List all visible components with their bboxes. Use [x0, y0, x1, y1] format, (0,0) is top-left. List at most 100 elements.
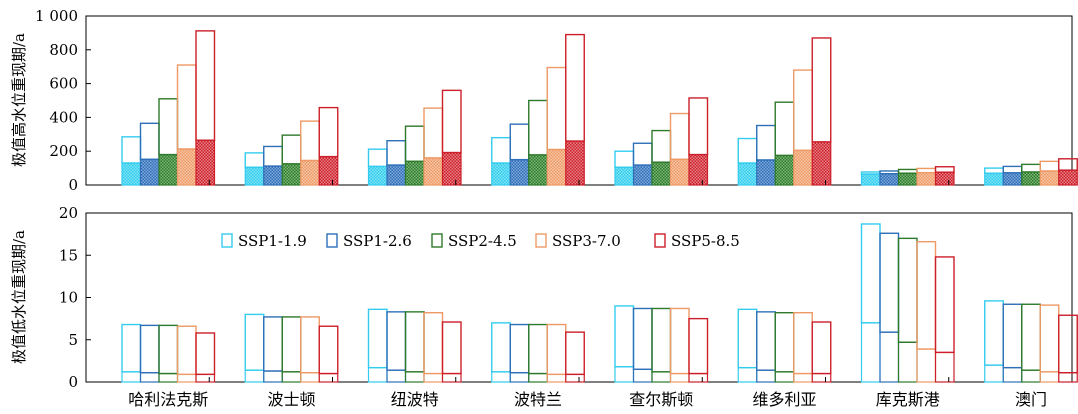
bar-upper-1-3 — [509, 323, 530, 374]
bar-lower-2-6 — [897, 341, 918, 383]
bar-lower-0-3 — [491, 371, 511, 383]
bars-top — [121, 30, 1078, 186]
bar-upper-4-0 — [195, 30, 216, 141]
y-ticks-bottom: 0 5 10 15 20 — [59, 204, 91, 391]
bar-upper-3-6 — [916, 167, 937, 174]
bar-lower-4-6 — [934, 351, 955, 383]
bar-lower-2-7 — [1021, 369, 1041, 383]
bar-lower-1-1 — [263, 370, 283, 383]
bar-lower-0-7 — [984, 364, 1004, 383]
bar-lower-0-2 — [367, 367, 388, 383]
bar-upper-3-3 — [546, 323, 567, 376]
bar-upper-4-2 — [441, 89, 462, 154]
y-tick-label: 400 — [49, 108, 78, 126]
bar-upper-2-2 — [404, 125, 425, 163]
category-label: 库克斯港 — [876, 390, 940, 409]
bar-upper-2-0 — [158, 98, 179, 156]
bar-lower-4-7 — [1058, 169, 1078, 186]
legend-swatch-4 — [654, 233, 666, 248]
bar-upper-2-0 — [158, 324, 179, 375]
bar-upper-0-7 — [984, 300, 1004, 366]
bar-lower-1-6 — [879, 331, 900, 383]
bar-lower-1-4 — [632, 368, 653, 383]
y-tick-label: 1 000 — [35, 7, 78, 25]
bar-lower-4-0 — [195, 139, 216, 186]
bar-upper-1-1 — [263, 145, 283, 167]
bar-lower-1-2 — [386, 164, 407, 186]
category-label: 澳门 — [1015, 390, 1047, 409]
bar-lower-4-2 — [441, 151, 462, 186]
bar-lower-3-0 — [176, 373, 197, 383]
bar-upper-3-0 — [176, 64, 197, 150]
bar-upper-0-1 — [244, 313, 265, 371]
bar-lower-3-3 — [546, 373, 567, 383]
bar-upper-2-4 — [651, 307, 672, 373]
bar-upper-4-5 — [811, 321, 832, 375]
bar-upper-1-5 — [756, 311, 776, 371]
bar-upper-3-2 — [423, 107, 444, 159]
bar-upper-2-5 — [774, 312, 795, 373]
bar-lower-2-5 — [774, 154, 795, 186]
legend-swatch-0 — [221, 233, 233, 248]
bar-lower-1-0 — [139, 372, 160, 383]
bar-upper-4-4 — [688, 317, 709, 375]
bar-upper-0-2 — [367, 308, 388, 369]
bar-upper-3-5 — [793, 69, 813, 152]
bar-lower-3-3 — [546, 148, 567, 186]
bar-upper-2-6 — [897, 237, 918, 343]
y-ticks-top: 0 200 400 600 800 1 000 — [35, 7, 91, 194]
category-label: 纽波特 — [391, 390, 439, 409]
bar-upper-1-2 — [386, 140, 407, 166]
bar-upper-4-7 — [1058, 314, 1078, 374]
bar-lower-4-5 — [811, 141, 832, 186]
bar-lower-0-1 — [244, 369, 265, 383]
bar-lower-4-0 — [195, 373, 216, 383]
bar-upper-0-5 — [737, 137, 758, 164]
legend-swatch-2 — [431, 233, 443, 248]
bar-upper-4-1 — [318, 106, 339, 158]
legend-label-4: SSP5-8.5 — [671, 232, 740, 250]
bar-lower-2-0 — [158, 372, 179, 383]
bar-lower-2-7 — [1021, 171, 1041, 186]
bar-upper-2-1 — [281, 134, 302, 165]
bar-lower-2-3 — [528, 372, 548, 383]
bar-upper-3-5 — [793, 312, 813, 375]
bar-lower-2-1 — [281, 163, 302, 186]
bar-upper-4-7 — [1058, 158, 1078, 171]
bar-upper-2-3 — [528, 323, 548, 375]
bar-upper-2-4 — [651, 129, 672, 163]
category-label: 查尔斯顿 — [629, 390, 693, 409]
bar-lower-4-7 — [1058, 372, 1078, 383]
bar-upper-0-3 — [491, 136, 511, 164]
bar-lower-0-6 — [860, 173, 881, 186]
bar-upper-4-2 — [441, 321, 462, 375]
bar-upper-1-3 — [509, 123, 530, 161]
y-tick-label: 10 — [59, 289, 78, 307]
bar-upper-3-6 — [916, 241, 937, 350]
bar-upper-2-3 — [528, 99, 548, 156]
bar-upper-4-5 — [811, 37, 832, 143]
bar-lower-1-7 — [1002, 367, 1023, 383]
legend[interactable]: SSP1-1.9 SSP1-2.6 SSP2-4.5 SSP3-7.0 SSP5-8.5 — [221, 232, 740, 250]
bar-upper-1-6 — [879, 232, 900, 333]
bar-lower-3-1 — [300, 159, 320, 186]
bar-lower-3-7 — [1039, 371, 1060, 383]
y-tick-label: 5 — [68, 331, 78, 349]
bar-upper-0-0 — [121, 136, 142, 164]
bar-upper-2-7 — [1021, 163, 1041, 173]
bar-lower-0-3 — [491, 162, 511, 186]
bar-lower-3-0 — [176, 148, 197, 186]
bar-lower-0-4 — [614, 366, 635, 383]
bar-upper-4-1 — [318, 325, 339, 375]
legend-swatch-3 — [535, 233, 547, 248]
bar-upper-3-4 — [669, 307, 690, 375]
bar-upper-4-4 — [688, 97, 709, 156]
bar-lower-3-2 — [423, 157, 444, 186]
bar-lower-0-5 — [737, 367, 758, 383]
category-labels: 哈利法克斯 波士顿 纽波特 波特兰 查尔斯顿 维多利亚 库克斯港 澳门 — [128, 390, 1047, 409]
bar-upper-0-7 — [984, 167, 1004, 174]
bar-lower-2-6 — [897, 172, 918, 186]
category-label: 波特兰 — [514, 390, 562, 409]
bar-lower-1-4 — [632, 164, 653, 186]
